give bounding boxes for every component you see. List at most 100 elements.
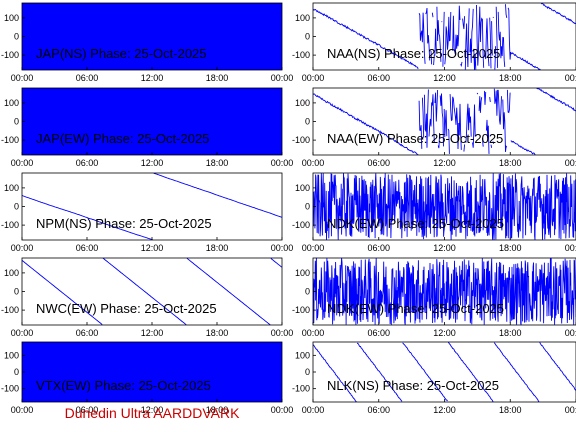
x-tick-label: 12:00 [433,243,456,253]
panel-title-3: JAP(EW) Phase: 25-Oct-2025 [36,131,209,146]
y-tick-label: -100 [292,384,310,394]
x-tick-label: 12:00 [141,243,164,253]
series-line-1 [22,3,282,70]
panel-title-4: NAA(EW) Phase: 25-Oct-2025 [327,131,503,146]
x-tick-label: 18:00 [206,158,229,168]
y-tick-label: 100 [4,350,19,360]
chart-panel-4: 100 0 -100 00:00 06:00 12:00 18:00 00:00 NAA(EW)… [292,87,576,168]
y-tick-label: 100 [4,13,19,23]
x-tick-label: 00:00 [11,328,34,338]
panel-title-5: NPM(NS) Phase: 25-Oct-2025 [36,216,212,231]
y-tick-label: -100 [1,305,19,315]
y-tick-label: 100 [295,183,310,193]
y-tick-label: -100 [1,50,19,60]
y-tick-label: -100 [292,305,310,315]
x-tick-label: 06:00 [367,243,390,253]
chart-panel-6: 100 0 -100 00:00 06:00 12:00 18:00 00:00 NDK(EW)… [292,172,576,253]
chart-panel-2: 100 0 -100 00:00 06:00 12:00 18:00 00:00 NAA(NS)… [292,2,576,83]
series-line-6 [313,173,576,240]
series-line-10 [313,342,576,402]
y-tick-label: -100 [292,220,310,230]
y-tick-label: 100 [295,268,310,278]
series-line-3 [22,88,282,155]
y-tick-label: 0 [14,117,19,127]
x-tick-label: 18:00 [206,73,229,83]
x-tick-label: 06:00 [367,328,390,338]
x-tick-label: 00:00 [11,158,34,168]
series-line-2 [313,3,576,70]
series-line-4 [313,88,576,155]
x-tick-label: 06:00 [76,405,99,415]
x-tick-label: 00:00 [302,328,325,338]
x-tick-label: 12:00 [141,405,164,415]
x-tick-label: 18:00 [499,73,522,83]
y-tick-label: 0 [14,287,19,297]
panel-title-10: NLK(NS) Phase: 25-Oct-2025 [327,378,499,393]
x-tick-label: 00:00 [302,73,325,83]
x-tick-label: 06:00 [76,158,99,168]
series-line-9 [22,342,282,402]
y-tick-label: 100 [295,98,310,108]
x-tick-label: 18:00 [499,328,522,338]
footer-label: Dunedin Ultra AARDDVARK [65,405,240,421]
y-tick-label: 100 [4,268,19,278]
x-tick-label: 06:00 [76,328,99,338]
x-tick-label: 00:00 [565,158,576,168]
x-tick-label: 00:00 [11,243,34,253]
x-tick-label: 12:00 [141,158,164,168]
x-tick-label: 18:00 [206,243,229,253]
x-tick-label: 00:00 [271,405,294,415]
y-tick-label: 0 [14,202,19,212]
y-tick-label: -100 [1,135,19,145]
y-tick-label: 100 [295,350,310,360]
x-tick-label: 18:00 [206,405,229,415]
y-tick-label: 0 [14,367,19,377]
x-tick-label: 12:00 [433,158,456,168]
panel-title-2: NAA(NS) Phase: 25-Oct-2025 [327,46,500,61]
chart-panel-1: 100 0 -100 00:00 06:00 12:00 18:00 00:00 JAP(NS)… [1,2,294,83]
series-line-5 [22,173,282,240]
panel-title-1: JAP(NS) Phase: 25-Oct-2025 [36,46,207,61]
series-line-8 [313,258,576,325]
x-tick-label: 12:00 [141,328,164,338]
chart-panel-8: 100 0 -100 00:00 06:00 12:00 18:00 00:00 NDK(EW)… [292,257,576,338]
x-tick-label: 18:00 [499,158,522,168]
y-tick-label: 0 [305,287,310,297]
chart-panel-7: 100 0 -100 00:00 06:00 12:00 18:00 00:00 NWC(EW)… [1,257,294,338]
y-tick-label: 0 [305,202,310,212]
x-tick-label: 18:00 [206,328,229,338]
y-tick-label: -100 [292,50,310,60]
chart-panel-10: 100 0 -100 00:00 06:00 12:00 18:00 00:00 NLK(NS)… [292,341,576,415]
x-tick-label: 06:00 [367,405,390,415]
series-line-7 [22,258,282,325]
x-tick-label: 18:00 [499,405,522,415]
x-tick-label: 00:00 [565,73,576,83]
panel-title-7: NWC(EW) Phase: 25-Oct-2025 [36,301,217,316]
chart-panel-3: 100 0 -100 00:00 06:00 12:00 18:00 00:00 JAP(EW)… [1,87,293,168]
x-tick-label: 00:00 [271,328,294,338]
x-tick-label: 12:00 [433,405,456,415]
x-tick-label: 00:00 [11,73,34,83]
x-tick-label: 00:00 [302,243,325,253]
y-tick-label: 100 [4,98,19,108]
x-tick-label: 00:00 [271,243,294,253]
y-tick-label: -100 [1,384,19,394]
x-tick-label: 00:00 [565,405,576,415]
x-tick-label: 06:00 [367,158,390,168]
x-tick-label: 06:00 [367,73,390,83]
panel-title-6: NDK(EW) Phase: 25-Oct-2025 [327,216,504,231]
y-tick-label: 0 [305,32,310,42]
y-tick-label: 0 [305,367,310,377]
x-tick-label: 18:00 [499,243,522,253]
x-tick-label: 00:00 [565,243,576,253]
y-tick-label: 0 [14,32,19,42]
x-tick-label: 00:00 [271,73,294,83]
x-tick-label: 12:00 [141,73,164,83]
x-tick-label: 06:00 [76,73,99,83]
y-tick-label: -100 [1,220,19,230]
x-tick-label: 12:00 [433,73,456,83]
x-tick-label: 12:00 [433,328,456,338]
y-tick-label: 0 [305,117,310,127]
chart-panel-5: 100 0 -100 00:00 06:00 12:00 18:00 00:00 NPM(NS)… [1,172,294,253]
